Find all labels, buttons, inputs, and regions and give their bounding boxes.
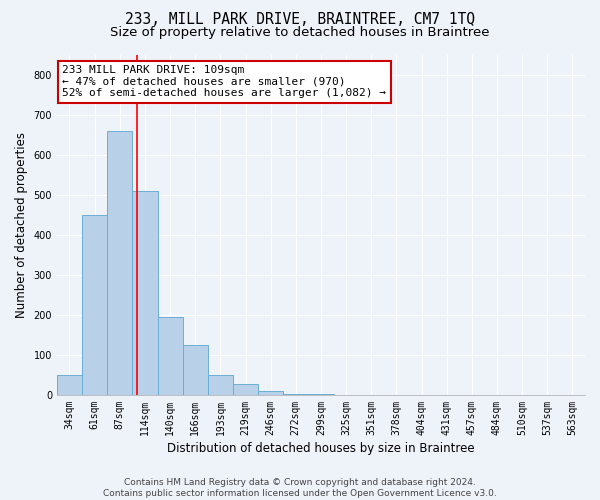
Bar <box>107 131 133 395</box>
Bar <box>283 394 308 395</box>
Bar <box>158 317 182 395</box>
Text: Size of property relative to detached houses in Braintree: Size of property relative to detached ho… <box>110 26 490 39</box>
Bar <box>182 345 208 395</box>
Bar <box>208 375 233 395</box>
Text: 233 MILL PARK DRIVE: 109sqm
← 47% of detached houses are smaller (970)
52% of se: 233 MILL PARK DRIVE: 109sqm ← 47% of det… <box>62 65 386 98</box>
Text: 233, MILL PARK DRIVE, BRAINTREE, CM7 1TQ: 233, MILL PARK DRIVE, BRAINTREE, CM7 1TQ <box>125 12 475 28</box>
Bar <box>308 394 334 395</box>
Bar <box>133 191 158 395</box>
Text: Contains HM Land Registry data © Crown copyright and database right 2024.
Contai: Contains HM Land Registry data © Crown c… <box>103 478 497 498</box>
Bar <box>82 215 107 395</box>
Bar <box>57 375 82 395</box>
Bar <box>233 384 258 395</box>
Y-axis label: Number of detached properties: Number of detached properties <box>15 132 28 318</box>
Bar <box>258 391 283 395</box>
X-axis label: Distribution of detached houses by size in Braintree: Distribution of detached houses by size … <box>167 442 475 455</box>
